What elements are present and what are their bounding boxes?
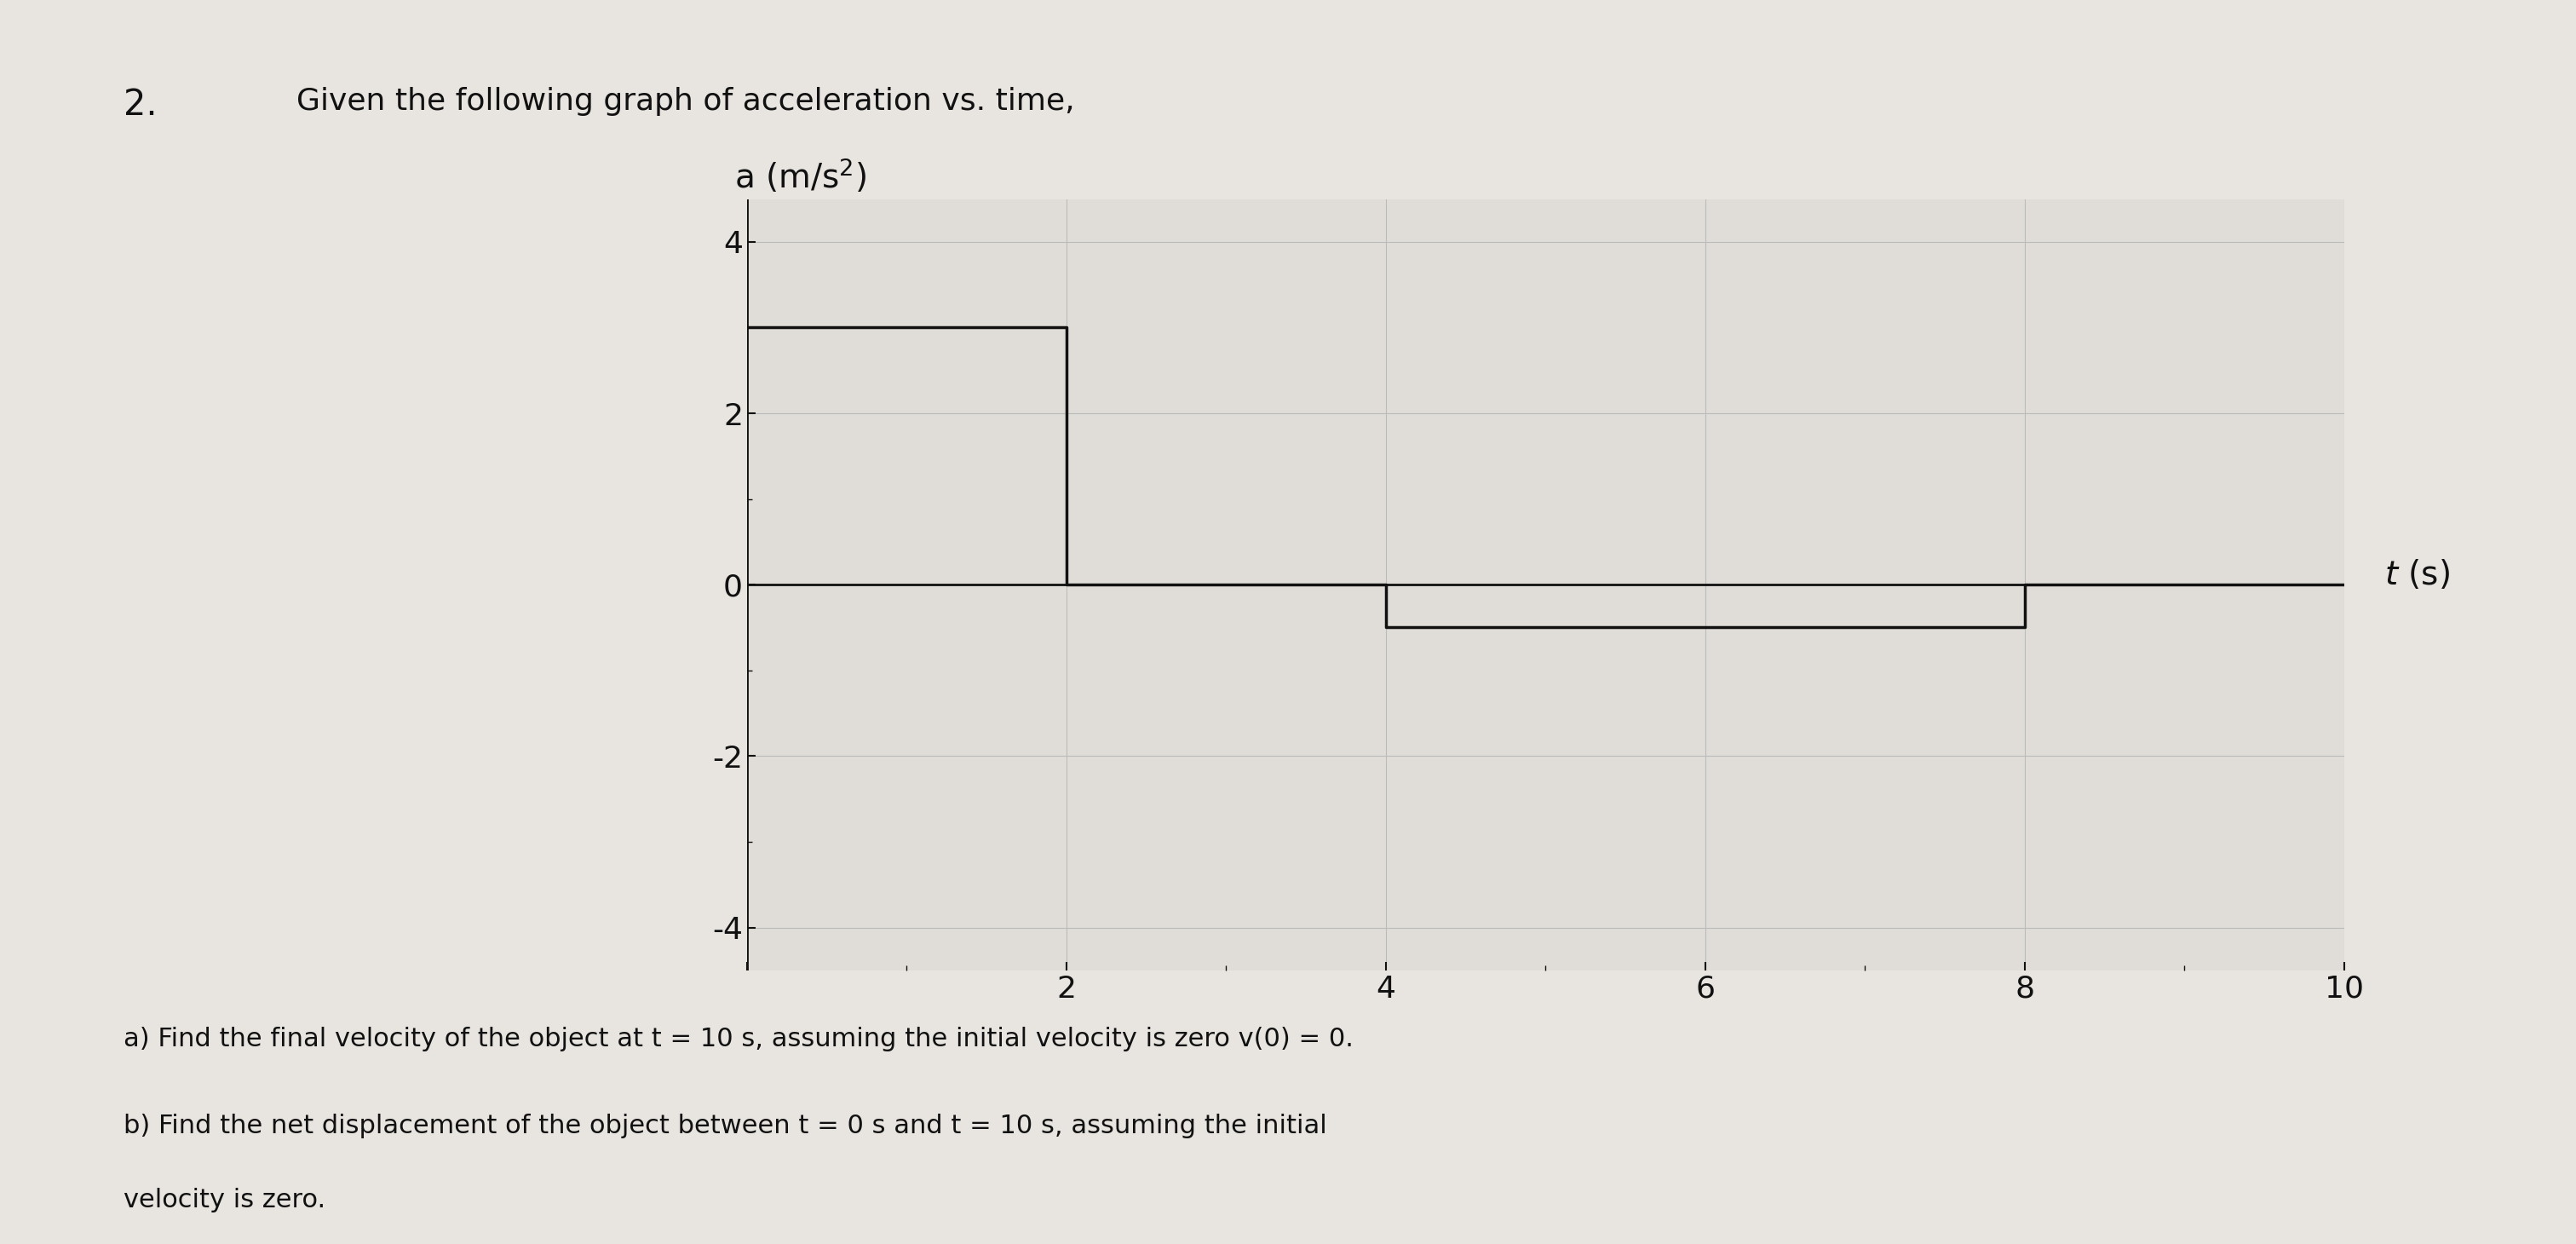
Text: b) Find the net displacement of the object between t = 0 s and t = 10 s, assumin: b) Find the net displacement of the obje… [124, 1113, 1327, 1138]
Text: a (m/s$^2$): a (m/s$^2$) [734, 157, 866, 195]
Text: Given the following graph of acceleration vs. time,: Given the following graph of acceleratio… [296, 87, 1074, 116]
Text: velocity is zero.: velocity is zero. [124, 1188, 325, 1213]
Text: $t$ (s): $t$ (s) [2383, 557, 2450, 591]
Text: 2.: 2. [124, 87, 157, 123]
Text: a) Find the final velocity of the object at t = 10 s, assuming the initial veloc: a) Find the final velocity of the object… [124, 1026, 1352, 1051]
